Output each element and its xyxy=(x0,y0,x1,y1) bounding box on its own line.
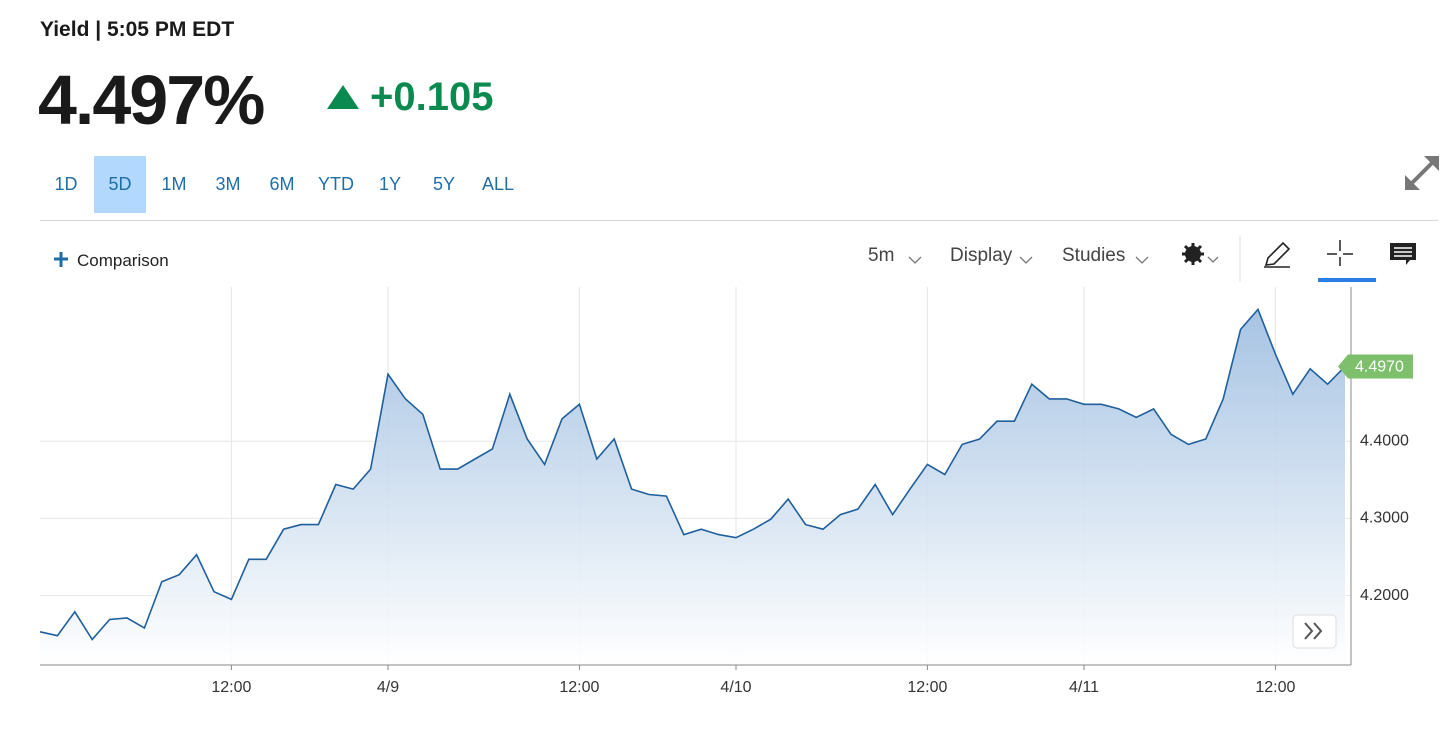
x-tick-label: 12:00 xyxy=(1255,679,1295,696)
comment-icon[interactable] xyxy=(1390,243,1416,265)
range-tab[interactable]: 1Y xyxy=(378,174,402,194)
plus-icon[interactable] xyxy=(52,250,72,270)
interval-menu[interactable]: 5m xyxy=(868,245,895,266)
current-value-label: 4.4970 xyxy=(1355,359,1404,376)
divider xyxy=(40,220,1438,221)
x-tick-label: 4/11 xyxy=(1069,679,1099,696)
change: +0.105 xyxy=(370,75,494,119)
range-tab[interactable]: 5D xyxy=(94,156,146,213)
area xyxy=(40,309,1345,665)
x-tick-label: 4/9 xyxy=(377,679,399,696)
current-value-badge xyxy=(1338,354,1413,379)
range-tab[interactable]: 1D xyxy=(54,174,78,194)
comparison-button[interactable]: Comparison xyxy=(77,251,169,270)
range-tab[interactable]: ALL xyxy=(481,174,515,194)
scroll-icon xyxy=(1304,622,1323,640)
price: 4.497% xyxy=(38,61,265,139)
line xyxy=(39,307,1346,641)
crosshair-icon[interactable] xyxy=(1327,240,1353,266)
up-arrow xyxy=(327,85,359,109)
x-tick-label: 12:00 xyxy=(907,679,947,696)
range-tab[interactable]: 5Y xyxy=(432,174,456,194)
expand-icon[interactable] xyxy=(1402,153,1442,193)
y-tick-label: 4.3000 xyxy=(1360,510,1409,527)
y-tick-label: 4.4000 xyxy=(1360,433,1409,450)
x-tick-label: 4/10 xyxy=(720,679,751,696)
draw-icon[interactable] xyxy=(1264,241,1291,268)
range-tab[interactable]: 1M xyxy=(161,174,187,194)
scroll-button[interactable] xyxy=(1292,614,1337,649)
range-tab[interactable]: YTD xyxy=(318,174,354,194)
y-tick-label: 4.2000 xyxy=(1360,587,1409,604)
x-tick-label: 12:00 xyxy=(559,679,599,696)
range-tab[interactable]: 3M xyxy=(215,174,241,194)
studies-menu[interactable]: Studies xyxy=(1062,245,1126,266)
settings-icon[interactable] xyxy=(1182,243,1204,265)
active-tool-indicator xyxy=(1318,278,1376,282)
x-tick-label: 12:00 xyxy=(211,679,251,696)
range-tab[interactable]: 6M xyxy=(269,174,295,194)
range-tabs: 1D 5D 1M 3M 6M YTD 1Y 5Y ALL xyxy=(40,156,526,213)
display-menu[interactable]: Display xyxy=(950,245,1013,266)
title: Yield | 5:05 PM EDT xyxy=(40,18,235,41)
toolbar-icons xyxy=(908,256,1219,264)
